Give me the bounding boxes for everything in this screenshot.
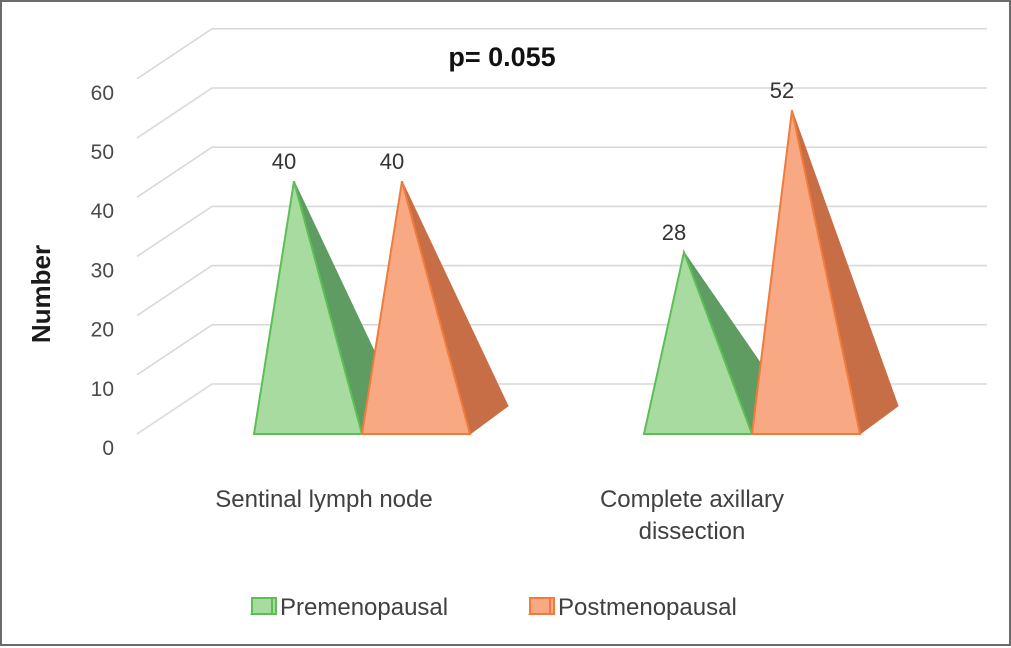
category-labels: Sentinal lymph node Complete axillary diss… [215,486,784,545]
data-labels: 40 40 28 52 [272,78,794,245]
y-tick-label: 20 [91,319,114,342]
legend: Premenopausal Postmenopausal [249,594,737,621]
y-tick-label: 0 [102,437,114,460]
pyramid-front-premenopausal [642,248,754,435]
gridline [136,87,987,139]
pyramid-bars [252,109,899,435]
y-tick-label: 10 [91,378,114,401]
data-label: 40 [380,149,404,174]
gridlines [136,27,987,435]
category-label: Sentinal lymph node [215,486,432,513]
y-tick-label: 50 [91,141,114,164]
y-tick-label: 60 [91,82,114,105]
legend-label: Premenopausal [280,594,448,621]
y-tick-label: 40 [91,200,114,223]
category-label: Complete axillary dissection [600,486,784,545]
pyramid-front-postmenopausal [750,109,862,435]
gridline [136,146,987,198]
y-axis-ticks: 0 10 20 30 40 50 60 [91,82,114,460]
data-label: 52 [770,78,794,103]
gridline [136,264,987,317]
data-label: 40 [272,149,296,174]
chart-title: p= 0.055 [448,42,555,72]
gridline [136,27,987,80]
pyramid-front-postmenopausal [360,180,472,435]
data-label: 28 [662,220,686,245]
y-tick-label: 30 [91,259,114,282]
legend-swatch-box [529,597,551,615]
gridline [136,205,987,258]
y-axis-label: Number [26,245,56,343]
legend-label: Postmenopausal [558,594,737,621]
legend-swatch-box [251,597,273,615]
pyramid-front-premenopausal [252,180,364,435]
